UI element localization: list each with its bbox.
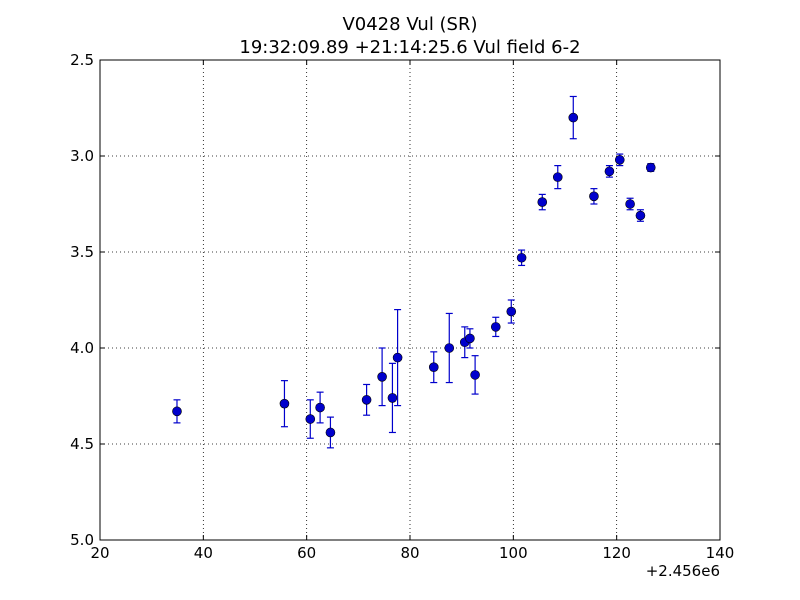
x-tick-label: 120 [602,544,631,562]
data-point-group [465,328,475,349]
data-point [444,343,455,353]
plot-frame [99,59,721,541]
data-point [377,371,387,382]
data-point-group [506,299,517,324]
data-point [470,370,480,380]
data-point-group [315,391,325,424]
data-point [315,402,325,413]
data-point-group [361,383,372,416]
data-point-group [428,351,439,384]
data-point [305,414,316,424]
data-point-group [387,362,398,434]
x-tick-label: 60 [297,544,316,562]
data-point-group [614,153,625,167]
data-point [279,398,290,409]
data-point-group [604,165,615,178]
x-tick-label: 40 [194,544,213,562]
y-tick-label: 2.5 [70,51,94,69]
data-point-group [470,355,480,395]
data-point [387,393,398,403]
data-point-group [625,197,635,211]
data-point-group [552,165,563,190]
data-point-group [444,312,455,384]
grid-lines [100,60,720,540]
data-point [172,406,182,417]
data-point-group [645,162,656,173]
tick-labels: 20 40 60 80 100 120 140 2.5 3.0 3.5 4.0 4.5 5.0 [70,51,734,562]
data-point [625,199,635,209]
data-point [614,155,625,165]
data-point [465,333,475,344]
data-point [635,210,646,221]
data-point-group [516,249,527,267]
data-series [172,95,656,449]
data-point [325,427,336,438]
data-point-group [589,188,599,205]
data-point [568,112,579,123]
data-point-group [537,193,548,211]
data-point [552,172,563,182]
data-point-group [377,347,387,407]
data-point [490,322,501,332]
y-tick-label: 3.5 [70,243,94,261]
y-tick-label: 4.5 [70,435,94,453]
x-offset-label: +2.456e6 [646,562,720,580]
data-point [604,166,615,177]
data-point-group [325,416,336,449]
y-tick-label: 5.0 [70,531,94,549]
data-point-group [172,399,182,424]
data-point-group [490,316,501,338]
data-point-group [305,399,316,439]
chart-subtitle: 19:32:09.89 +21:14:25.6 Vul field 6-2 [239,37,580,58]
data-point [392,352,403,363]
data-point-group [279,380,290,428]
data-point-group [392,309,403,407]
data-point-group [635,209,646,222]
data-point [589,191,599,202]
data-point [516,252,527,263]
chart-title: V0428 Vul (SR) [342,14,477,35]
data-point [537,197,548,207]
data-point [645,162,656,173]
data-point-group [568,95,579,140]
y-tick-label: 4.0 [70,339,94,357]
x-tick-label: 20 [90,544,109,562]
y-tick-label: 3.0 [70,147,94,165]
data-point [428,362,439,373]
data-point [506,306,517,317]
x-tick-label: 100 [499,544,528,562]
x-tick-label: 140 [706,544,735,562]
x-tick-label: 80 [400,544,419,562]
data-point [361,395,372,405]
